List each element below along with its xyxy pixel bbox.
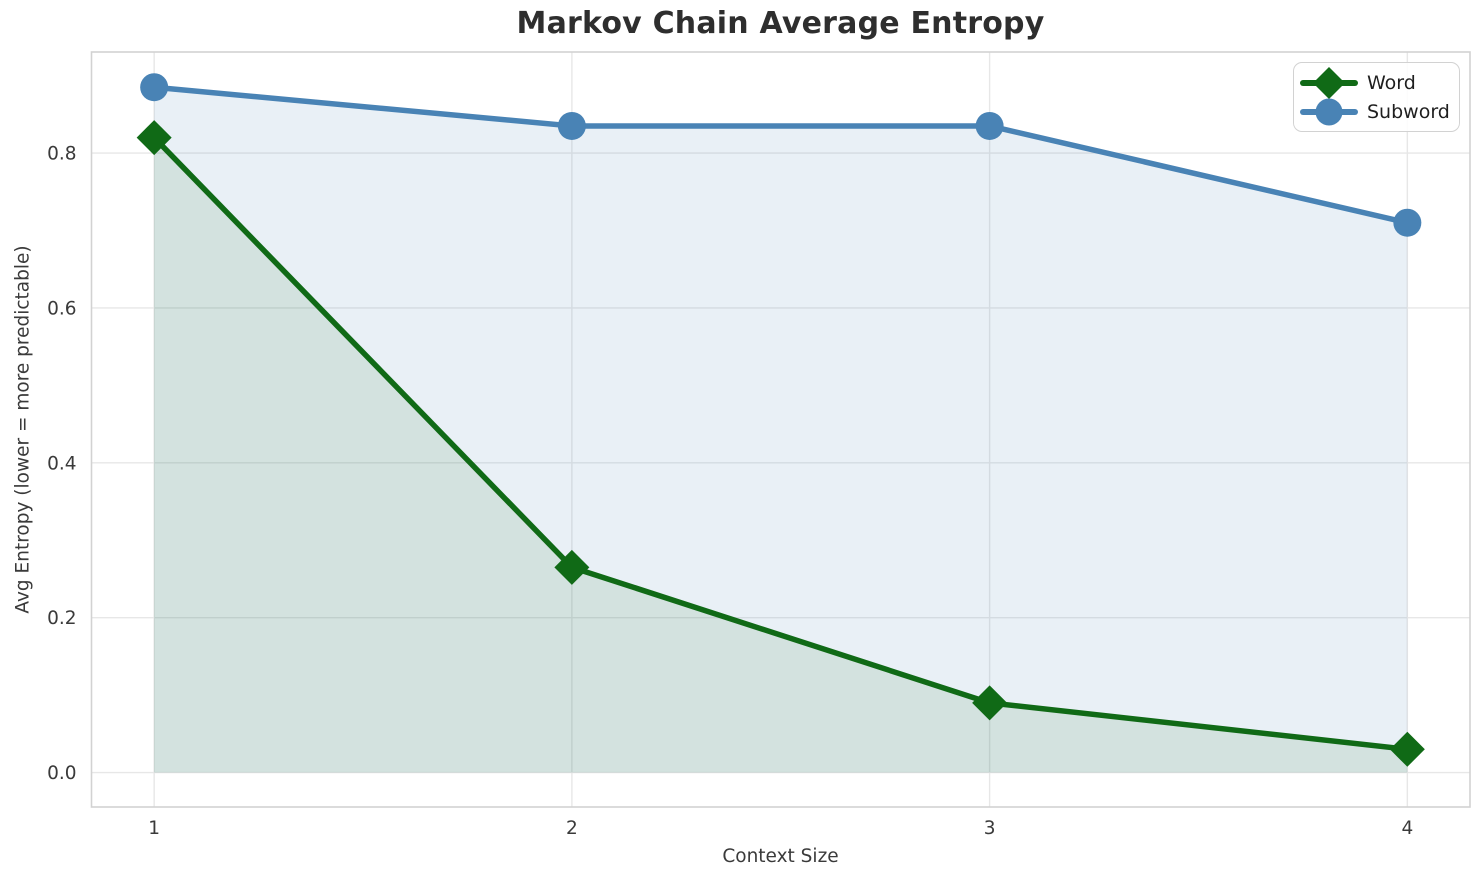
legend-label-word: Word	[1367, 71, 1416, 94]
subword-area	[154, 87, 1408, 773]
word-marker	[554, 549, 590, 585]
word-marker	[136, 120, 172, 156]
y-axis-label: Avg Entropy (lower = more predictable)	[12, 245, 34, 614]
y-tick-label: 0.8	[47, 144, 76, 165]
word-marker	[972, 685, 1008, 721]
legend-label-subword: Subword	[1367, 100, 1450, 123]
y-tick-label: 0.4	[47, 453, 76, 474]
subword-marker	[975, 111, 1004, 140]
x-tick-label: 3	[984, 818, 996, 839]
subword-line	[151, 84, 1411, 226]
circle-marker-icon	[1300, 98, 1358, 125]
subword-marker	[557, 111, 586, 140]
word-line	[151, 134, 1411, 753]
subword-marker	[1393, 208, 1422, 237]
y-axis-label-container: Avg Entropy (lower = more predictable)	[0, 52, 46, 807]
diamond-marker-icon	[1300, 66, 1358, 99]
y-tick-label: 0.6	[47, 298, 76, 319]
legend-item-subword: Subword	[1300, 97, 1450, 126]
legend: Word Subword	[1293, 62, 1460, 132]
word-marker	[1389, 731, 1425, 767]
y-tick-label: 0.0	[47, 763, 76, 784]
y-tick-label: 0.2	[47, 608, 76, 629]
x-tick-label: 4	[1401, 818, 1413, 839]
x-tick-label: 2	[566, 818, 578, 839]
plot-background	[91, 52, 1470, 807]
legend-item-word: Word	[1300, 66, 1449, 99]
subword-marker	[140, 73, 169, 102]
x-axis-label: Context Size	[722, 846, 839, 867]
chart-title: Markov Chain Average Entropy	[516, 6, 1045, 41]
plot-border	[90, 51, 1471, 808]
word-area	[154, 137, 1408, 773]
x-tick-label: 1	[148, 818, 160, 839]
